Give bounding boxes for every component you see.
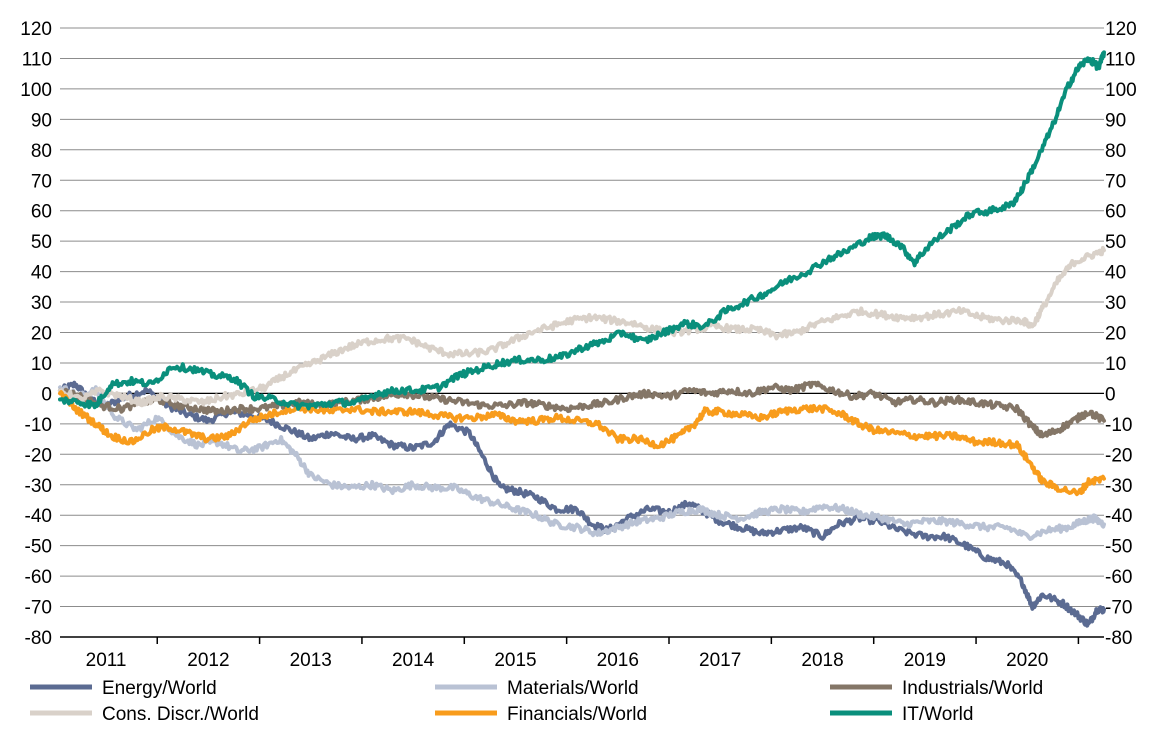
- grid-layer: [60, 27, 1104, 638]
- series-line-materials-world: [58, 385, 1106, 541]
- x-tick-label: 2014: [392, 650, 435, 671]
- y-tick-label-left: 10: [31, 354, 52, 375]
- y-tick-label-right: 70: [1105, 171, 1126, 192]
- x-tick-label: 2017: [699, 650, 741, 671]
- x-tick-label: 2011: [86, 650, 127, 671]
- y-tick-label-right: 10: [1105, 354, 1126, 375]
- series-line-financials-world: [58, 390, 1106, 497]
- y-tick-label-left: 80: [31, 141, 52, 162]
- y-tick-label-right: -60: [1105, 567, 1132, 588]
- series-line-cons-discr-world: [58, 245, 1106, 408]
- y-tick-label-left: -30: [25, 476, 52, 497]
- y-tick-label-right: -10: [1105, 415, 1132, 436]
- y-tick-label-right: -50: [1105, 537, 1132, 558]
- y-tick-label-right: 100: [1105, 80, 1137, 101]
- y-tick-label-right: 80: [1105, 141, 1126, 162]
- legend-label-industrials-world: Industrials/World: [902, 678, 1043, 699]
- y-tick-label-right: 0: [1105, 384, 1116, 405]
- y-tick-label-left: 120: [20, 19, 52, 40]
- y-tick-label-right: 60: [1105, 202, 1126, 223]
- y-tick-label-left: 70: [31, 171, 52, 192]
- y-tick-label-left: 0: [41, 384, 52, 405]
- legend: Energy/World Materials/World Industrials/W…: [30, 678, 1043, 725]
- series-layer: [58, 50, 1106, 628]
- y-tick-label-left: -70: [25, 598, 52, 619]
- x-tick-label: 2015: [494, 650, 536, 671]
- y-tick-label-left: 50: [31, 232, 52, 253]
- y-tick-label-left: 110: [22, 49, 52, 70]
- y-tick-label-right: -40: [1105, 506, 1132, 527]
- legend-label-it-world: IT/World: [902, 704, 973, 725]
- x-tick-label: 2020: [1006, 650, 1048, 671]
- y-tick-label-left: -20: [25, 445, 52, 466]
- x-tick-label: 2013: [290, 650, 332, 671]
- y-tick-label-left: 30: [31, 293, 52, 314]
- series-line-industrials-world: [58, 380, 1106, 439]
- x-tick-label: 2016: [597, 650, 639, 671]
- y-tick-label-left: 90: [31, 110, 52, 131]
- y-tick-label-right: 30: [1105, 293, 1126, 314]
- y-tick-label-left: 20: [31, 324, 52, 345]
- y-tick-label-right: 20: [1105, 324, 1126, 345]
- legend-label-financials-world: Financials/World: [507, 704, 647, 725]
- legend-label-cons-discr-world: Cons. Discr./World: [102, 704, 259, 725]
- y-tick-label-right: -70: [1105, 598, 1132, 619]
- legend-label-energy-world: Energy/World: [102, 678, 217, 699]
- y-tick-label-left: 100: [20, 80, 52, 101]
- x-tick-label: 2019: [904, 650, 946, 671]
- legend-label-materials-world: Materials/World: [507, 678, 639, 699]
- y-tick-label-left: -60: [25, 567, 52, 588]
- y-tick-label-right: -30: [1105, 476, 1132, 497]
- y-tick-label-right: 120: [1105, 19, 1137, 40]
- y-tick-label-left: -10: [25, 415, 52, 436]
- y-tick-label-right: 40: [1105, 263, 1126, 284]
- y-tick-label-right: -20: [1105, 445, 1132, 466]
- y-tick-label-left: -50: [25, 537, 52, 558]
- y-tick-label-left: 60: [31, 202, 52, 223]
- series-line-it-world: [58, 50, 1106, 411]
- y-tick-label-right: -80: [1105, 628, 1132, 649]
- y-tick-label-left: 40: [31, 263, 52, 284]
- y-tick-label-right: 50: [1105, 232, 1126, 253]
- y-tick-label-left: -80: [25, 628, 52, 649]
- x-tick-label: 2018: [801, 650, 843, 671]
- y-tick-label-right: 110: [1105, 49, 1135, 70]
- x-tick-label: 2012: [187, 650, 229, 671]
- y-tick-label-left: -40: [25, 506, 52, 527]
- y-tick-label-right: 90: [1105, 110, 1126, 131]
